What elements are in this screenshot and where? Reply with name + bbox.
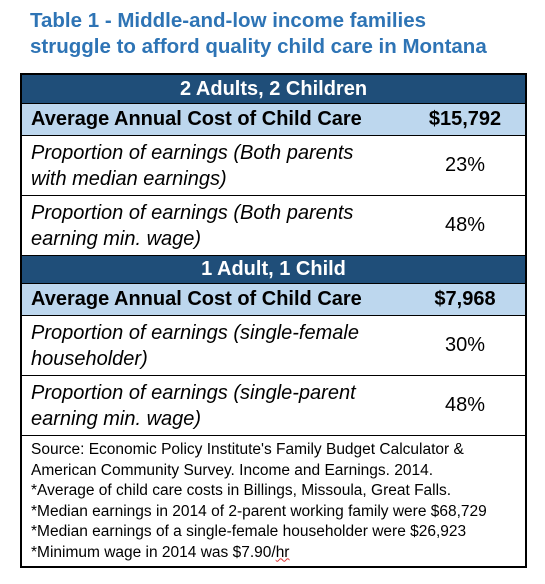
table-title: Table 1 - Middle-and-low income families… — [30, 8, 540, 60]
note-unit: hr — [275, 543, 290, 561]
label-line: earning min. wage) — [31, 227, 202, 250]
label-line: householder) — [31, 347, 148, 370]
note-line: *Minimum wage in 2014 was $7.90/hr — [31, 543, 516, 564]
section-header-1-adult: 1 Adult, 1 Child — [22, 255, 525, 283]
proportion-value: 48% — [444, 394, 486, 416]
note-line: *Median earnings of a single-female hous… — [31, 523, 467, 540]
label-line: earning min. wage) — [31, 407, 202, 430]
proportion-value: 23% — [444, 154, 486, 176]
proportion-label: Proportion of earnings (Both parents wit… — [22, 140, 405, 192]
cost-label: Average Annual Cost of Child Care — [31, 108, 362, 130]
label-line: Proportion of earnings (Both parents — [31, 201, 354, 224]
proportion-value: 48% — [444, 214, 486, 236]
proportion-row: Proportion of earnings (Both parents ear… — [22, 195, 525, 255]
note-line: *Median earnings in 2014 of 2-parent wor… — [31, 502, 487, 520]
cost-value: $15,792 — [428, 108, 502, 130]
notes-block: Source: Economic Policy Institute's Fami… — [22, 435, 525, 566]
cost-label: Average Annual Cost of Child Care — [31, 288, 362, 310]
section-header-2-adults: 2 Adults, 2 Children — [22, 75, 525, 103]
proportion-row: Proportion of earnings (single-female ho… — [22, 315, 525, 375]
title-line-2: struggle to afford quality child care in… — [30, 35, 487, 58]
label-line: Proportion of earnings (Both parents — [31, 141, 354, 164]
proportion-label: Proportion of earnings (Both parents ear… — [22, 200, 405, 252]
source-line: American Community Survey. Income and Ea… — [31, 461, 434, 479]
child-care-table: 2 Adults, 2 Children Average Annual Cost… — [20, 73, 527, 568]
title-line-1: Table 1 - Middle-and-low income families — [30, 9, 427, 32]
label-line: Proportion of earnings (single-parent — [31, 381, 356, 404]
note-line: *Average of child care costs in Billings… — [31, 482, 452, 499]
cost-row: Average Annual Cost of Child Care $15,79… — [22, 103, 525, 135]
cost-row: Average Annual Cost of Child Care $7,968 — [22, 283, 525, 315]
source-line: Source: Economic Policy Institute's Fami… — [31, 441, 464, 458]
label-line: with median earnings) — [31, 167, 227, 190]
proportion-value: 30% — [444, 334, 486, 356]
cost-value: $7,968 — [434, 288, 496, 310]
label-line: Proportion of earnings (single-female — [31, 321, 359, 344]
proportion-row: Proportion of earnings (single-parent ea… — [22, 375, 525, 435]
proportion-label: Proportion of earnings (single-female ho… — [22, 320, 405, 372]
proportion-label: Proportion of earnings (single-parent ea… — [22, 380, 405, 432]
note-text: *Minimum wage in 2014 was $7.90/ — [31, 543, 276, 561]
proportion-row: Proportion of earnings (Both parents wit… — [22, 135, 525, 195]
